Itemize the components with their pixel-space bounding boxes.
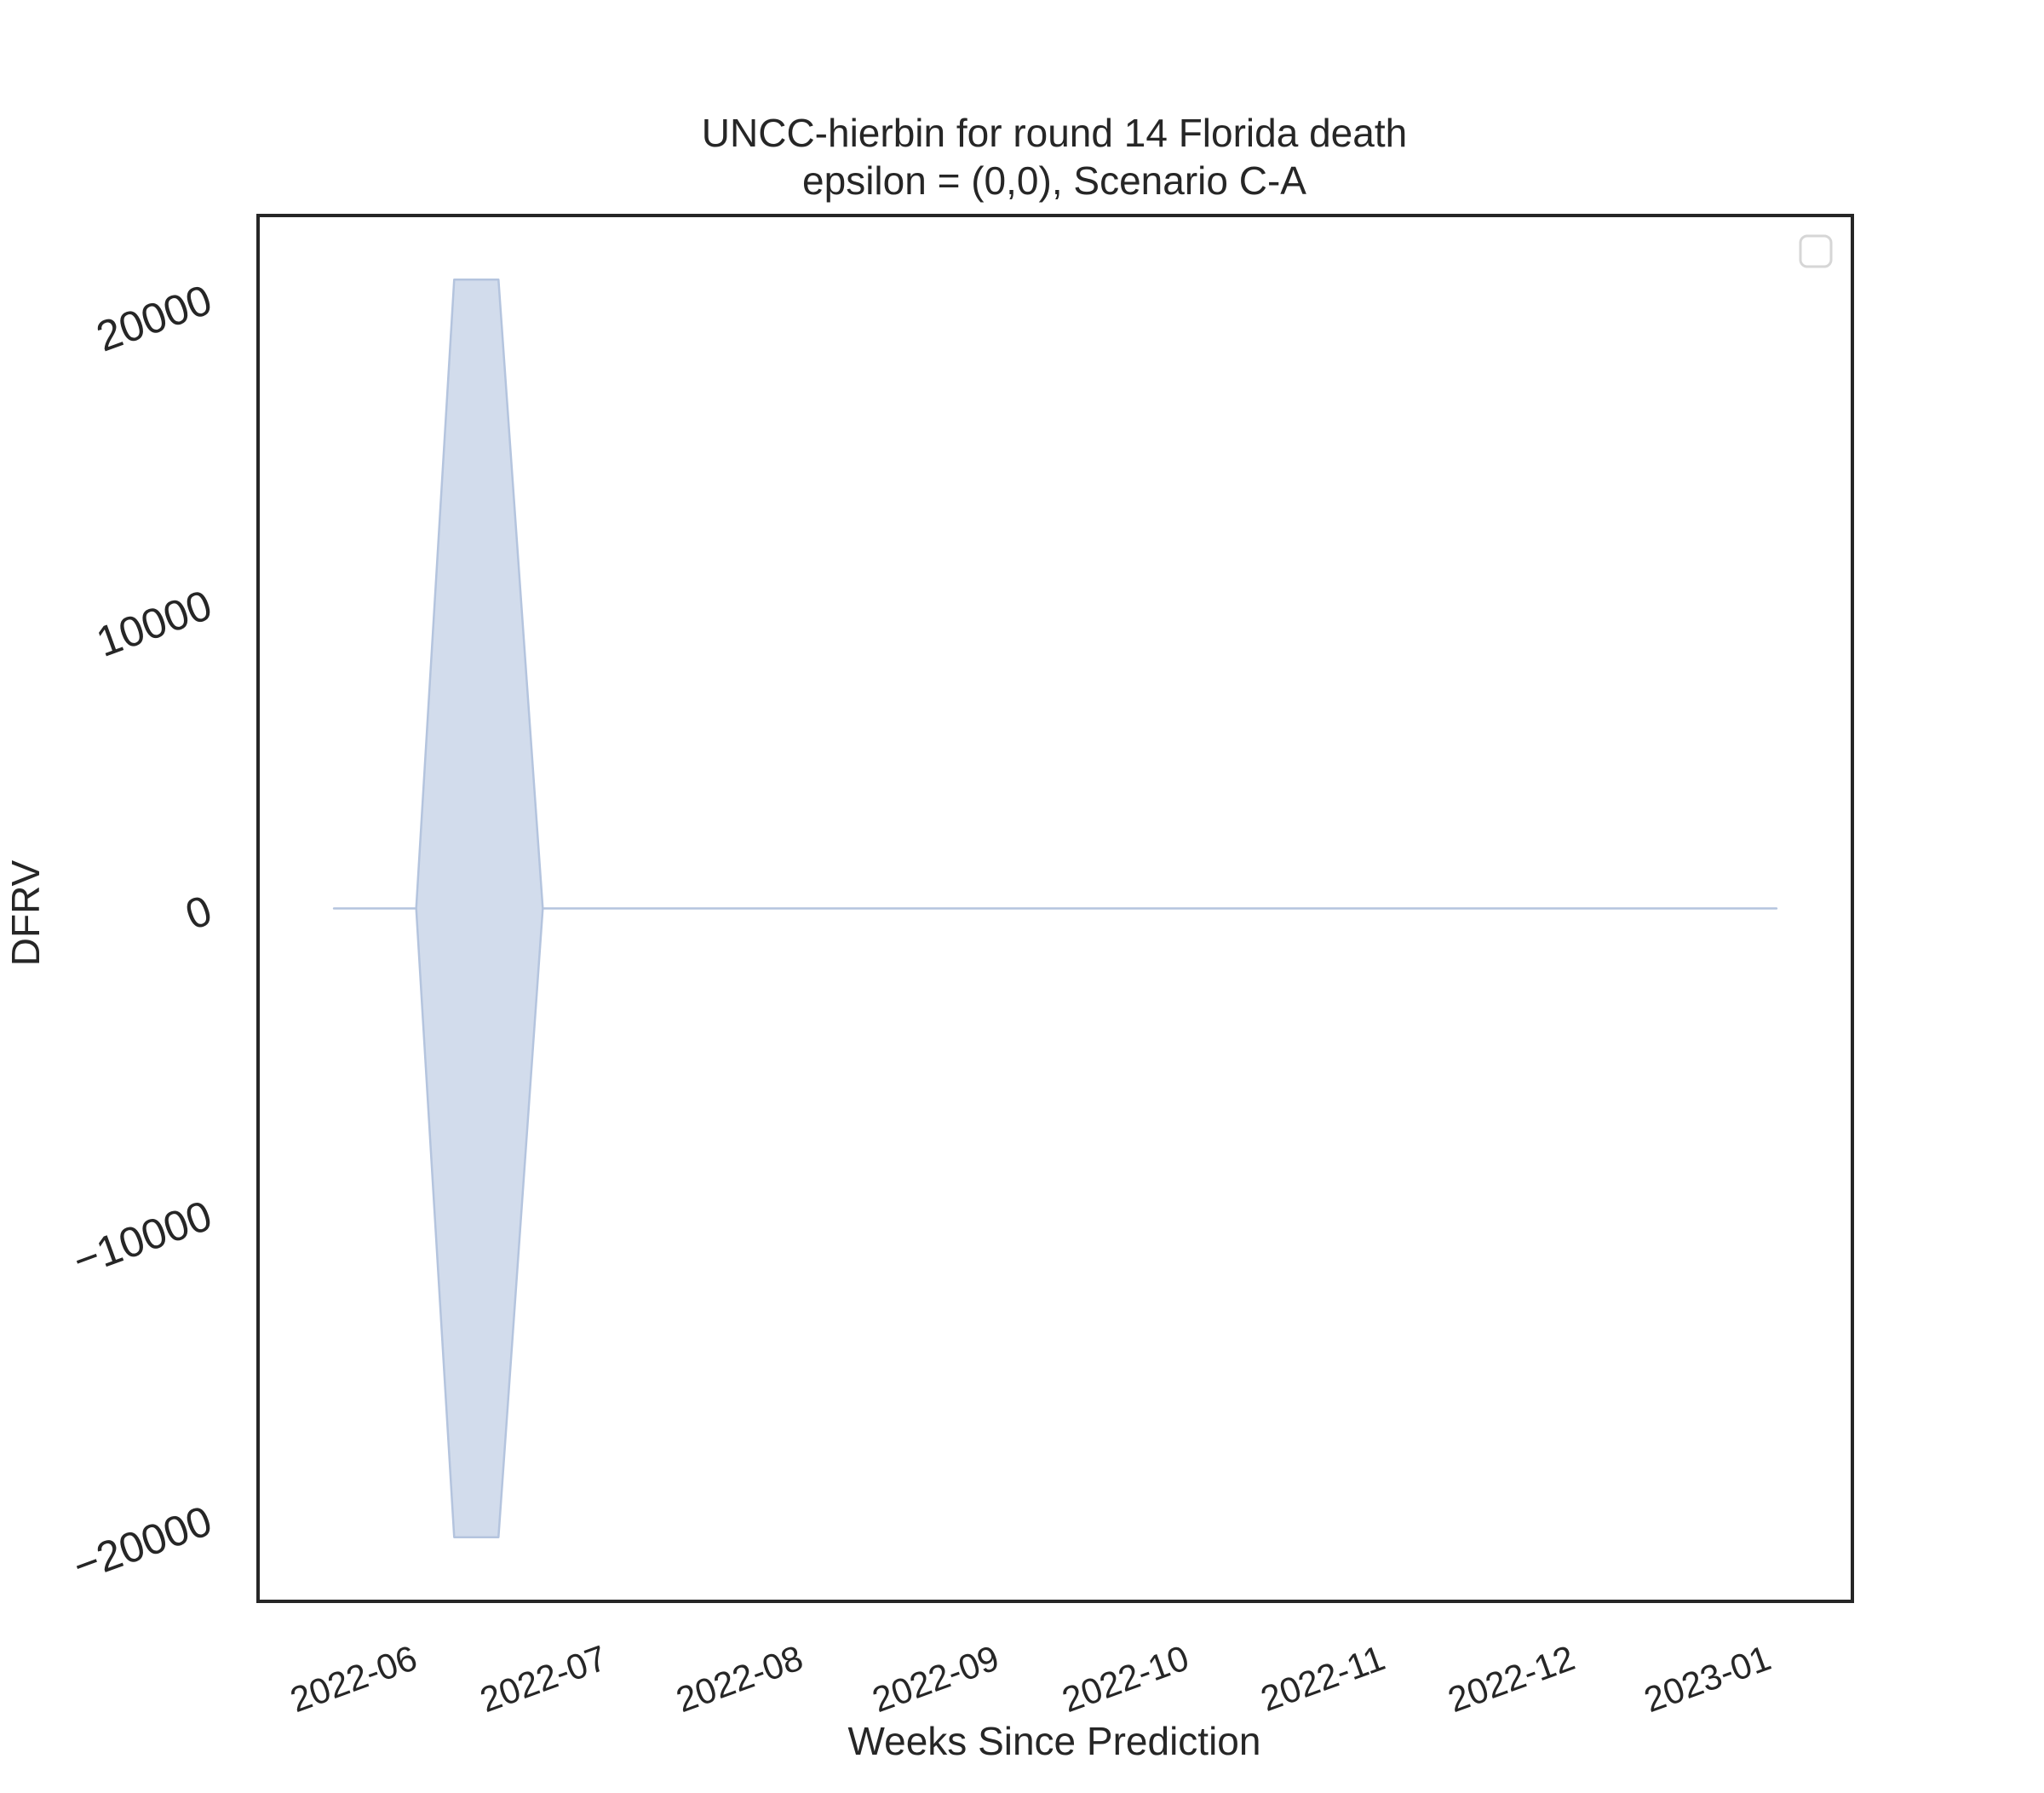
legend-box bbox=[1799, 234, 1833, 268]
chart-title: UNCC-hierbin for round 14 Florida death bbox=[702, 111, 1407, 155]
chart-subtitle: epsilon = (0,0), Scenario C-A bbox=[802, 158, 1306, 203]
series-band-0 bbox=[332, 279, 1778, 1538]
y-axis-label: DFRV bbox=[3, 859, 48, 966]
plot-frame bbox=[256, 214, 1854, 1603]
x-axis-label: Weeks Since Prediction bbox=[848, 1719, 1261, 1763]
plot-area bbox=[332, 279, 1778, 1538]
